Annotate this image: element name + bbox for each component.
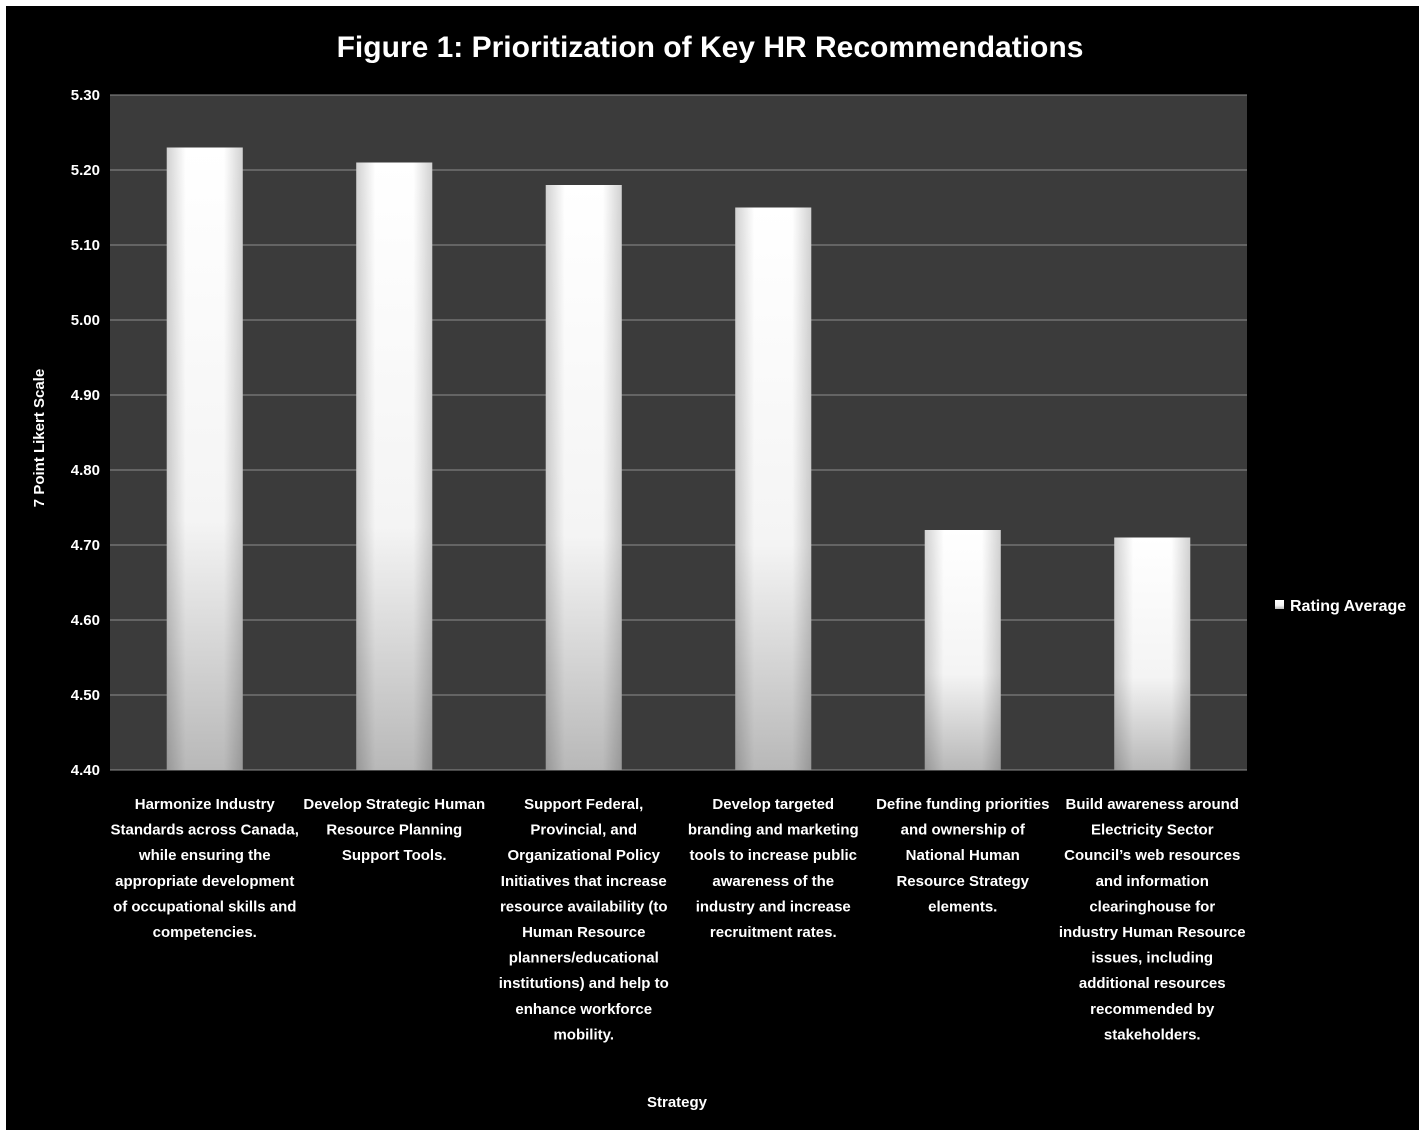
bar-shading: [735, 207, 812, 770]
x-tick-label: Develop targeted branding and marketing to…: [688, 796, 859, 941]
y-axis-title: 7 Point Likert Scale: [31, 369, 48, 507]
bar-shading: [356, 162, 433, 770]
gridlines: [110, 94, 1247, 771]
bar-shading: [924, 530, 1001, 770]
legend-swatch: [1275, 600, 1284, 609]
x-tick-label: Harmonize Industry Standards across Canad…: [111, 796, 299, 941]
plot-area: [110, 95, 1247, 770]
y-tick-label: 4.60: [71, 612, 100, 629]
bar-shading: [166, 147, 243, 770]
bar-chart: Figure 1: Prioritization of Key HR Recom…: [31, 31, 1406, 1111]
y-tick-label: 5.30: [71, 87, 100, 104]
bars: [166, 147, 1191, 770]
legend-label: Rating Average: [1290, 598, 1406, 615]
y-tick-label: 4.50: [71, 687, 100, 704]
y-tick-label: 5.20: [71, 162, 100, 179]
y-tick-label: 4.80: [71, 462, 100, 479]
y-tick-label: 4.70: [71, 537, 100, 554]
x-axis-title: Strategy: [647, 1094, 708, 1111]
legend: Rating Average: [1275, 598, 1406, 615]
x-axis-category-labels: Harmonize Industry Standards across Canad…: [111, 796, 1246, 1043]
bar-shading: [545, 185, 622, 770]
x-tick-label: Support Federal, Provincial, and Organizat…: [499, 796, 669, 1043]
y-tick-label: 5.00: [71, 312, 100, 329]
bar-shading: [1114, 537, 1191, 770]
y-tick-label: 4.40: [71, 762, 100, 779]
x-tick-label: Develop Strategic Human Resource Planning…: [303, 796, 485, 864]
y-tick-label: 4.90: [71, 387, 100, 404]
x-tick-label: Define funding priorities and ownership o…: [876, 796, 1049, 915]
x-tick-label: Build awareness around Electricity Sector…: [1059, 796, 1246, 1043]
y-tick-label: 5.10: [71, 237, 100, 254]
y-axis-ticks: 4.40 4.50 4.60 4.70 4.80 4.90 5.00 5.10 5.20 5.30: [71, 87, 100, 779]
chart-frame: Figure 1: Prioritization of Key HR Recom…: [6, 6, 1419, 1130]
chart-title: Figure 1: Prioritization of Key HR Recom…: [337, 31, 1084, 64]
